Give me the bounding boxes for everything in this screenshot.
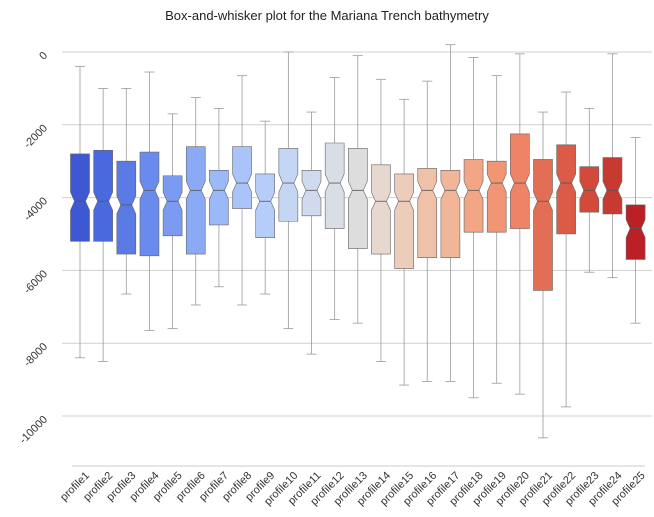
box-profile24 xyxy=(602,53,623,279)
box-profile20 xyxy=(510,53,530,395)
y-tick-label: -10000 xyxy=(17,414,50,447)
box-profile3 xyxy=(116,88,137,295)
box-body xyxy=(301,170,322,217)
box-profile14 xyxy=(371,78,391,362)
box-body xyxy=(255,173,276,238)
box-profile15 xyxy=(394,98,414,386)
box-profile13 xyxy=(347,55,368,324)
box-body xyxy=(463,159,484,233)
box-profile19 xyxy=(486,75,507,384)
box-profile10 xyxy=(278,51,299,330)
box-profile5 xyxy=(162,113,183,330)
box-profile21 xyxy=(533,111,553,439)
box-body xyxy=(70,153,90,242)
y-tick-label: -6000 xyxy=(22,268,50,296)
box-profile9 xyxy=(255,120,276,295)
y-tick-label: -8000 xyxy=(22,341,50,369)
box-body xyxy=(533,159,553,291)
box-profile17 xyxy=(440,44,461,382)
box-body xyxy=(510,133,530,229)
box-body xyxy=(162,175,183,237)
box-profile16 xyxy=(417,80,438,382)
box-body xyxy=(394,173,414,269)
box-profile1 xyxy=(70,66,90,359)
box-body xyxy=(278,148,299,222)
box-profile7 xyxy=(209,108,229,288)
box-body xyxy=(371,164,391,255)
y-axis-ticks: 0 -2000 -4000 -6000 -8000 -10000 xyxy=(17,50,50,447)
y-tick-label: -2000 xyxy=(22,122,50,150)
box-body xyxy=(232,146,252,209)
box-profile12 xyxy=(324,77,345,320)
box-body xyxy=(602,157,623,215)
box-profile6 xyxy=(185,97,206,306)
box-body xyxy=(625,204,646,260)
box-profile8 xyxy=(232,75,252,306)
y-tick-label: 0 xyxy=(37,50,50,63)
box-profile11 xyxy=(301,111,322,355)
box-body xyxy=(486,160,507,233)
y-tick-label: -4000 xyxy=(22,195,50,223)
box-body xyxy=(139,151,160,257)
boxes xyxy=(70,44,646,439)
box-body xyxy=(556,144,576,235)
chart-title: Box-and-whisker plot for the Mariana Tre… xyxy=(165,8,489,23)
box-body xyxy=(209,170,229,226)
box-profile18 xyxy=(463,57,484,399)
box-body xyxy=(579,166,600,213)
box-body xyxy=(417,168,438,258)
box-body xyxy=(440,170,461,258)
box-profile23 xyxy=(579,108,600,273)
box-body xyxy=(116,160,137,255)
box-profile4 xyxy=(139,71,160,331)
box-body xyxy=(93,149,113,242)
box-profile22 xyxy=(556,91,576,408)
box-profile25 xyxy=(625,137,646,324)
box-profile2 xyxy=(93,88,113,362)
box-body xyxy=(324,142,345,229)
box-body xyxy=(185,146,206,255)
box-body xyxy=(347,148,368,249)
x-axis-labels: profile1profile2profile3profile4profile5… xyxy=(58,470,648,508)
